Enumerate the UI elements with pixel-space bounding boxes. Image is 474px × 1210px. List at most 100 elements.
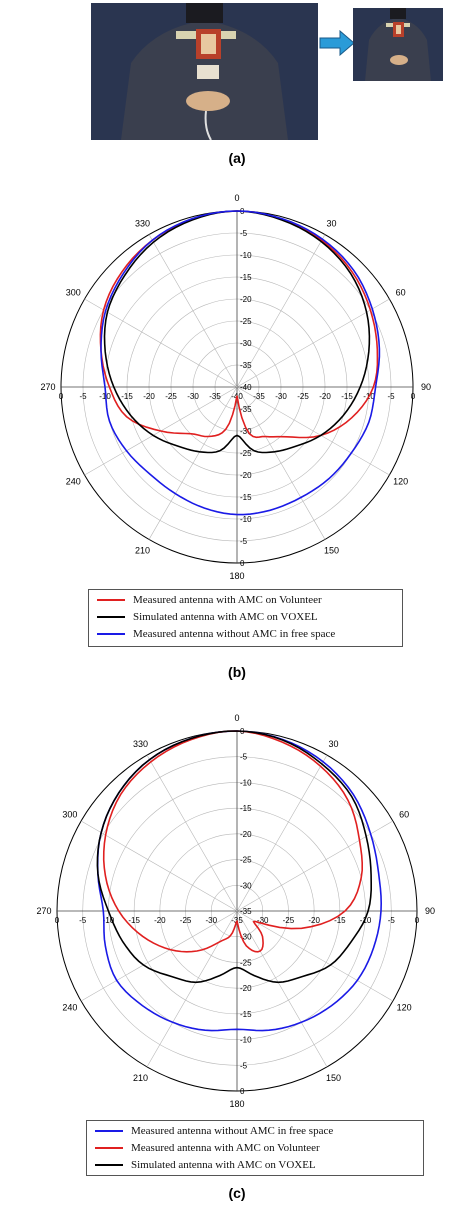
photo-volunteer-large-graphic [91,3,318,140]
radial-tick-label: -20 [240,295,252,304]
grid-spoke [236,386,326,540]
angle-label: 300 [66,288,81,298]
legend-label: Simulated antenna with AMC on VOXEL [133,610,318,623]
radial-tick-label: -10 [360,916,372,925]
angle-label: 0 [234,713,239,723]
legend-label: Measured antenna with AMC on Volunteer [131,1141,320,1154]
radial-tick-label: -40 [240,383,252,392]
radial-tick-label: -15 [341,392,353,401]
angle-label: 60 [396,288,406,298]
angle-label: 330 [133,739,148,749]
angle-label: 240 [62,1003,77,1013]
radial-tick-label: -30 [206,916,218,925]
radial-tick-label: 0 [59,392,64,401]
legend-entry: Measured antenna with AMC on Volunteer [95,1140,423,1155]
angle-label: 30 [328,739,338,749]
radial-tick-label: -25 [240,856,252,865]
series-line [103,210,371,454]
grid-spoke [148,386,238,540]
angle-label: 240 [66,477,81,487]
caption-c: (c) [228,1185,246,1201]
grid-spoke [148,234,238,388]
radial-tick-label: -10 [240,778,252,787]
radial-tick-label: -15 [240,273,252,282]
legend-swatch [97,615,125,618]
angle-label: 0 [234,193,239,203]
grid-spoke [80,910,238,1002]
radial-tick-label: -25 [297,392,309,401]
series-line [99,210,379,439]
radial-tick-label: -20 [240,984,252,993]
angle-label: 120 [397,1003,412,1013]
grid-spoke [236,910,394,1002]
radial-tick-label: -25 [283,916,295,925]
legend-entry: Simulated antenna with AMC on VOXEL [97,609,402,624]
legend-swatch [97,632,125,635]
radial-tick-label: -30 [240,933,252,942]
grid-spoke [146,910,238,1068]
legend-entry: Measured antenna without AMC in free spa… [97,626,402,641]
angle-label: 60 [399,810,409,820]
radial-tick-label: -20 [308,916,320,925]
radial-tick-label: -35 [253,392,265,401]
series-line [100,210,381,516]
radial-tick-label: -30 [240,881,252,890]
legend-entry: Measured antenna without AMC in free spa… [95,1123,423,1138]
radial-tick-label: -35 [240,361,252,370]
arrow-icon [319,30,355,56]
grid-spoke [236,298,390,388]
radial-tick-label: -35 [240,907,252,916]
radial-tick-label: -30 [240,339,252,348]
radial-tick-label: -25 [240,958,252,967]
legend-label: Measured antenna without AMC in free spa… [133,627,336,640]
legend-label: Measured antenna without AMC in free spa… [131,1124,334,1137]
radial-tick-label: -5 [388,916,396,925]
radial-tick-label: -15 [240,804,252,813]
angle-label: 270 [36,906,51,916]
angle-label: 330 [135,218,150,228]
legend-c: Measured antenna without AMC in free spa… [86,1120,424,1176]
radial-tick-label: -20 [154,916,166,925]
grid-spoke [236,910,328,1068]
angle-label: 210 [135,546,150,556]
legend-label: Simulated antenna with AMC on VOXEL [131,1158,316,1171]
series-line [102,730,363,953]
radial-tick-label: 0 [240,559,245,568]
legend-swatch [95,1163,123,1166]
radial-tick-label: -30 [187,392,199,401]
radial-tick-label: 0 [411,392,416,401]
radial-tick-label: -20 [240,471,252,480]
legend-entry: Simulated antenna with AMC on VOXEL [95,1157,423,1172]
radial-tick-label: -5 [79,392,87,401]
grid-spoke [236,754,328,912]
radial-tick-label: -20 [143,392,155,401]
caption-b: (b) [228,664,246,680]
radial-tick-label: 0 [55,916,60,925]
angle-label: 30 [326,218,336,228]
angle-label: 180 [229,1099,244,1109]
radial-tick-label: -5 [240,1061,248,1070]
legend-swatch [95,1146,123,1149]
radial-tick-label: -25 [240,317,252,326]
radial-tick-label: -15 [240,493,252,502]
radial-tick-label: -20 [240,830,252,839]
grid-spoke [236,820,394,912]
grid-spoke [80,820,238,912]
caption-a: (a) [228,150,246,166]
radial-tick-label: -10 [240,251,252,260]
radial-tick-label: -35 [209,392,221,401]
angle-label: 300 [62,810,77,820]
legend-entry: Measured antenna with AMC on Volunteer [97,592,402,607]
legend-label: Measured antenna with AMC on Volunteer [133,593,322,606]
angle-label: 270 [40,382,55,392]
photo-volunteer-small-graphic [353,8,443,81]
radial-tick-label: -20 [319,392,331,401]
radial-tick-label: 0 [240,1087,245,1096]
grid-spoke [236,386,390,476]
radial-tick-label: -30 [275,392,287,401]
polar-chart-c: 0 30 60 90 120 150 180 210 240 270 300 330 0 -5 -10 -15… [36,713,435,1109]
legend-b: Measured antenna with AMC on Volunteer Si… [88,589,403,647]
radial-tick-label: -25 [240,449,252,458]
angle-label: 150 [324,546,339,556]
grid-spoke [146,754,238,912]
